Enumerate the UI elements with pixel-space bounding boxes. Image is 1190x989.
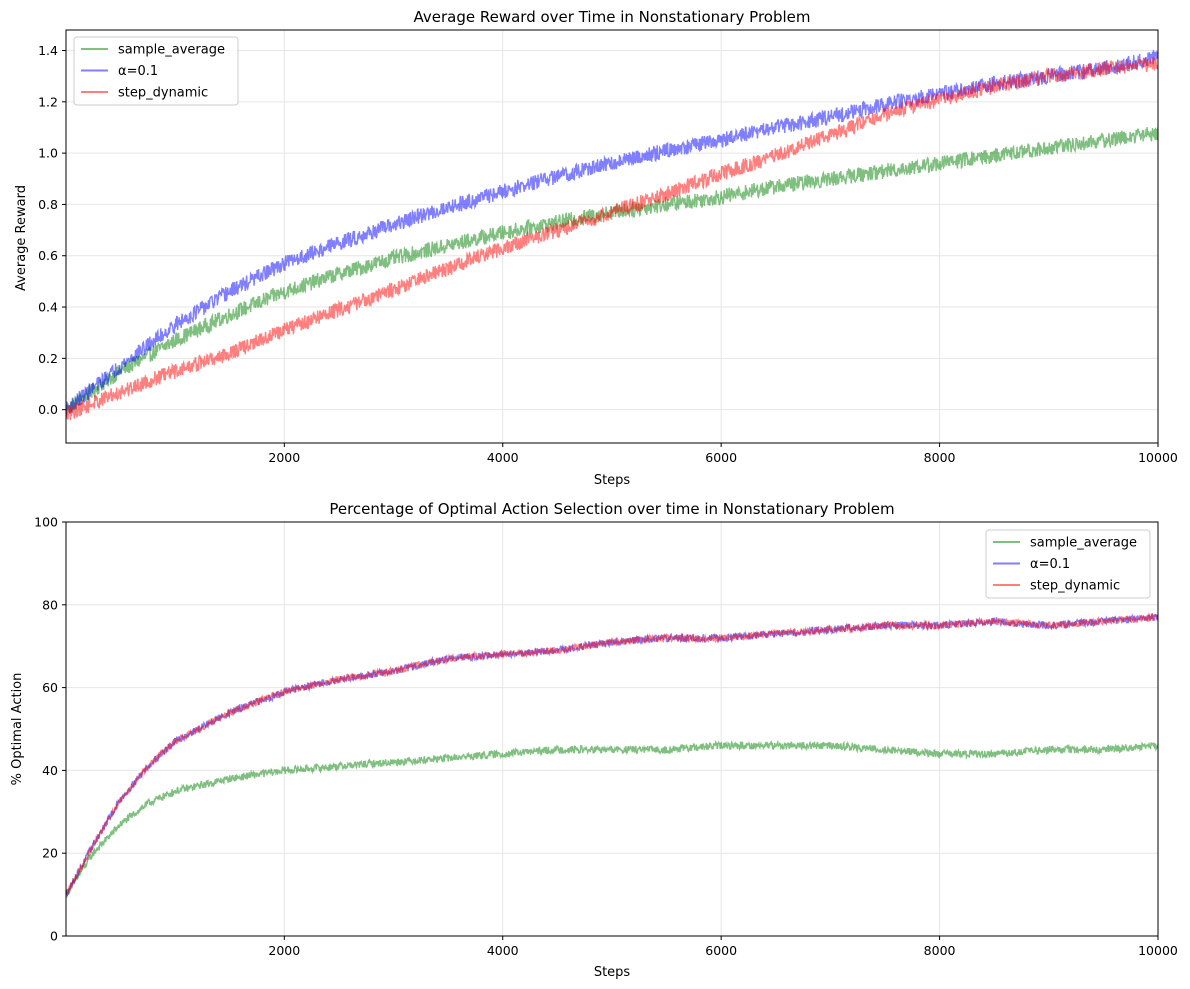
reward-chart: Average Reward over Time in Nonstationar… — [14, 8, 1178, 488]
series-line — [66, 126, 1158, 414]
optimal-action-chart: Percentage of Optimal Action Selection o… — [10, 500, 1178, 980]
series-line — [66, 57, 1158, 421]
optimal-x-axis-label: Steps — [594, 965, 631, 980]
y-tick-label: 0.8 — [38, 197, 58, 212]
y-tick-label: 0.0 — [38, 402, 58, 417]
reward-grid — [66, 30, 1159, 443]
y-tick-label: 1.0 — [38, 146, 58, 161]
y-tick-label: 0.2 — [38, 351, 58, 366]
legend-label: sample_average — [1030, 536, 1137, 551]
reward-plot-frame — [65, 29, 1159, 444]
reward-x-ticks: 2000 4000 6000 8000 10000 — [268, 443, 1178, 465]
legend-label: sample_average — [118, 43, 225, 58]
reward-legend: sample_average α=0.1 step_dynamic — [73, 36, 239, 106]
reward-chart-title: Average Reward over Time in Nonstationar… — [414, 8, 811, 26]
optimal-y-ticks: 0 20 40 60 80 100 — [34, 515, 66, 944]
legend-label: α=0.1 — [118, 64, 158, 79]
y-tick-label: 20 — [42, 846, 58, 861]
x-tick-label: 10000 — [1138, 450, 1178, 465]
y-tick-label: 0 — [50, 929, 58, 944]
optimal-legend: sample_average α=0.1 step_dynamic — [985, 529, 1151, 599]
reward-y-axis-label: Average Reward — [14, 185, 29, 291]
legend-label: α=0.1 — [1030, 557, 1070, 572]
optimal-y-axis-label: % Optimal Action — [10, 673, 25, 786]
series-line — [66, 612, 1158, 895]
x-tick-label: 8000 — [924, 943, 956, 958]
optimal-x-ticks: 2000 4000 6000 8000 10000 — [268, 936, 1178, 958]
x-tick-label: 2000 — [268, 450, 300, 465]
x-tick-label: 6000 — [705, 943, 737, 958]
series-line — [66, 49, 1158, 417]
x-tick-label: 6000 — [705, 450, 737, 465]
x-tick-label: 10000 — [1138, 943, 1178, 958]
y-tick-label: 60 — [42, 680, 58, 695]
x-tick-label: 4000 — [487, 450, 519, 465]
legend-box — [73, 36, 239, 106]
y-tick-label: 40 — [42, 763, 58, 778]
x-tick-label: 8000 — [924, 450, 956, 465]
legend-label: step_dynamic — [118, 86, 208, 101]
y-tick-label: 1.2 — [38, 94, 58, 109]
reward-y-ticks: 0.0 0.2 0.4 0.6 0.8 1.0 1.2 1.4 — [38, 43, 66, 417]
reward-series-layer — [66, 49, 1158, 421]
y-tick-label: 0.6 — [38, 248, 58, 263]
x-tick-label: 4000 — [487, 943, 519, 958]
optimal-action-chart-title: Percentage of Optimal Action Selection o… — [329, 500, 894, 518]
x-tick-label: 2000 — [268, 943, 300, 958]
optimal-series-layer — [66, 612, 1158, 898]
reward-x-axis-label: Steps — [594, 473, 631, 488]
y-tick-label: 100 — [34, 515, 58, 530]
series-line — [66, 739, 1158, 898]
y-tick-label: 80 — [42, 597, 58, 612]
y-tick-label: 0.4 — [38, 300, 58, 315]
optimal-plot-frame — [65, 521, 1159, 937]
legend-box — [985, 529, 1151, 599]
y-tick-label: 1.4 — [38, 43, 58, 58]
legend-label: step_dynamic — [1030, 579, 1120, 594]
